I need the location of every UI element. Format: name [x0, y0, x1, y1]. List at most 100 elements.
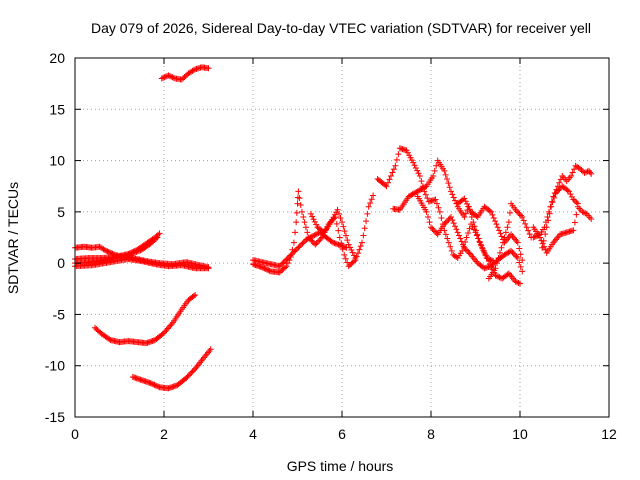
data-point	[345, 241, 352, 248]
data-point	[458, 238, 465, 245]
data-point	[148, 380, 155, 387]
data-point	[190, 67, 197, 74]
data-point	[330, 239, 337, 246]
data-point	[493, 221, 500, 228]
data-point	[418, 178, 425, 185]
data-point	[457, 235, 464, 242]
data-point	[336, 210, 343, 217]
y-tick-label: -10	[45, 358, 65, 374]
data-point	[545, 217, 552, 224]
data-point	[389, 169, 396, 176]
data-point	[494, 260, 501, 267]
data-point	[504, 224, 511, 231]
data-point	[106, 336, 113, 343]
data-point	[492, 272, 499, 279]
data-point	[163, 326, 170, 333]
data-point	[105, 249, 112, 256]
data-point	[266, 267, 273, 274]
data-point	[578, 167, 585, 174]
data-point	[565, 188, 572, 195]
y-axis-title: SDTVAR / TECUs	[5, 182, 21, 294]
data-point	[531, 233, 538, 240]
data-point	[568, 172, 575, 179]
series-t6	[129, 255, 212, 271]
data-point	[101, 247, 108, 254]
y-tick-label: 5	[57, 204, 65, 220]
data-point	[408, 192, 415, 199]
data-point	[486, 207, 493, 214]
data-point	[335, 241, 342, 248]
data-point	[574, 200, 581, 207]
data-point	[282, 257, 289, 264]
data-point	[466, 206, 473, 213]
data-point	[483, 255, 490, 262]
data-point	[470, 219, 477, 226]
data-point	[288, 251, 295, 258]
data-point	[386, 176, 393, 183]
data-point	[184, 373, 191, 380]
data-point	[170, 74, 177, 81]
data-point	[361, 225, 368, 232]
data-point	[464, 247, 471, 254]
data-point	[461, 213, 468, 220]
y-tick-label: 15	[49, 101, 65, 117]
data-point	[334, 206, 341, 213]
data-point	[421, 184, 428, 191]
data-point	[185, 372, 192, 379]
y-tick-label: 10	[49, 153, 65, 169]
data-point	[416, 172, 423, 179]
data-point	[258, 264, 265, 271]
data-point	[335, 227, 342, 234]
data-point	[293, 219, 300, 226]
data-point	[167, 322, 174, 329]
data-point	[383, 183, 390, 190]
data-point	[462, 198, 469, 205]
data-point	[423, 208, 430, 215]
data-point	[188, 369, 195, 376]
data-point	[448, 247, 455, 254]
data-point	[168, 73, 175, 80]
series-t17	[530, 162, 595, 241]
data-point	[161, 329, 167, 336]
data-point	[154, 383, 161, 390]
data-point	[422, 191, 429, 198]
data-point	[310, 216, 317, 223]
data-point	[433, 162, 440, 169]
data-point	[493, 273, 500, 280]
data-point	[136, 247, 143, 254]
data-point	[449, 191, 456, 198]
x-tick-label: 6	[338, 426, 346, 442]
data-point	[517, 263, 524, 270]
data-point	[460, 241, 467, 248]
data-point	[444, 218, 451, 225]
data-point	[492, 265, 499, 272]
data-point	[512, 206, 519, 213]
data-point	[352, 255, 359, 262]
series-t1	[158, 64, 212, 83]
data-point	[501, 234, 508, 241]
data-point	[442, 171, 449, 178]
series-t7	[92, 291, 199, 347]
data-point	[424, 195, 431, 202]
data-point	[342, 255, 349, 262]
data-point	[292, 229, 299, 236]
data-point	[395, 151, 402, 158]
data-point	[413, 189, 420, 196]
data-point	[189, 368, 196, 375]
data-point	[433, 229, 440, 236]
data-point	[448, 188, 455, 195]
data-point	[340, 243, 347, 250]
data-point	[516, 245, 523, 252]
data-point	[279, 260, 286, 267]
data-point	[495, 255, 502, 262]
data-point	[553, 188, 560, 195]
data-point	[515, 279, 522, 286]
data-point	[513, 208, 520, 215]
data-point	[294, 200, 301, 207]
data-point	[414, 167, 421, 174]
data-point	[412, 164, 419, 171]
data-point	[312, 241, 319, 248]
data-point	[517, 212, 524, 219]
data-point	[137, 247, 144, 254]
